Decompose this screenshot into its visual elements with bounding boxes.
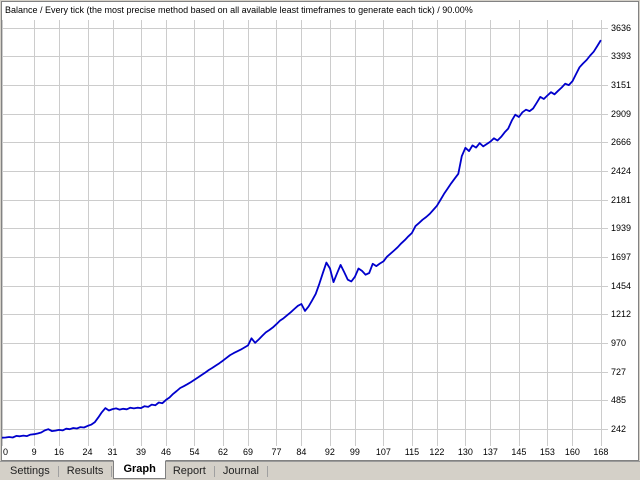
- y-axis-label: 1454: [611, 280, 632, 291]
- x-axis-label: 92: [324, 447, 335, 457]
- graph-panel: Balance / Every tick (the most precise m…: [1, 1, 639, 461]
- y-axis-label: 485: [611, 395, 627, 406]
- x-axis-label: 115: [404, 447, 420, 457]
- chart-title: Balance / Every tick (the most precise m…: [5, 5, 473, 15]
- y-axis-labels: 242 485 727 970 1212 1454 1697 1939 2181 2424 2666…: [611, 20, 639, 446]
- tab-separator: [266, 465, 268, 477]
- y-axis-label: 2181: [611, 194, 632, 205]
- x-axis-label: 153: [539, 447, 555, 457]
- y-axis-label: 3151: [611, 79, 632, 90]
- balance-line: [2, 39, 602, 439]
- y-axis-label: 3393: [611, 51, 632, 62]
- tab-separator: [111, 465, 113, 477]
- x-axis-label: 84: [296, 447, 307, 457]
- tab-report[interactable]: Report: [172, 464, 206, 477]
- x-axis-label: 31: [107, 447, 118, 457]
- tab-graph[interactable]: Graph: [113, 460, 166, 479]
- x-axis-label: 168: [593, 447, 609, 457]
- x-axis-label: 77: [271, 447, 282, 457]
- x-axis-label: 54: [189, 447, 200, 457]
- y-axis-label: 1939: [611, 223, 632, 234]
- x-axis-labels: 0 9 16 24 31 39 46 54 62 69 77 84 92 99 107 115 122 130 13…: [2, 446, 608, 459]
- y-axis-label: 2424: [611, 165, 632, 176]
- balance-chart[interactable]: [2, 20, 608, 446]
- x-axis-label: 9: [31, 447, 37, 457]
- x-axis-label: 0: [3, 447, 9, 457]
- x-axis-label: 39: [136, 447, 147, 457]
- x-axis-label: 62: [217, 447, 229, 457]
- x-axis-label: 107: [375, 447, 391, 457]
- x-axis-label: 69: [242, 447, 253, 457]
- y-axis-label: 1697: [611, 252, 632, 263]
- y-axis-label: 970: [611, 338, 627, 349]
- x-axis-label: 160: [564, 447, 580, 457]
- tab-separator: [57, 465, 59, 477]
- x-axis-label: 16: [54, 447, 65, 457]
- chart-grid: [2, 20, 608, 446]
- y-axis-label: 727: [611, 366, 627, 377]
- y-axis-label: 1212: [611, 309, 632, 320]
- tab-journal[interactable]: Journal: [222, 464, 259, 477]
- x-axis-label: 122: [429, 447, 445, 457]
- y-axis-label: 242: [611, 424, 627, 435]
- x-axis-label: 46: [160, 447, 171, 457]
- tab-results[interactable]: Results: [66, 464, 104, 477]
- x-axis-label: 130: [457, 447, 473, 457]
- tab-settings[interactable]: Settings: [10, 464, 50, 477]
- y-axis-label: 2666: [611, 137, 632, 148]
- tab-separator: [213, 465, 215, 477]
- x-axis-label: 99: [349, 447, 360, 457]
- x-axis-label: 145: [511, 447, 527, 457]
- x-axis-label: 24: [82, 447, 93, 457]
- tab-bar: Settings Results Graph Report Journal: [0, 460, 640, 480]
- y-axis-label: 3636: [611, 22, 632, 33]
- y-axis-label: 2909: [611, 108, 632, 119]
- x-axis-label: 137: [482, 447, 498, 457]
